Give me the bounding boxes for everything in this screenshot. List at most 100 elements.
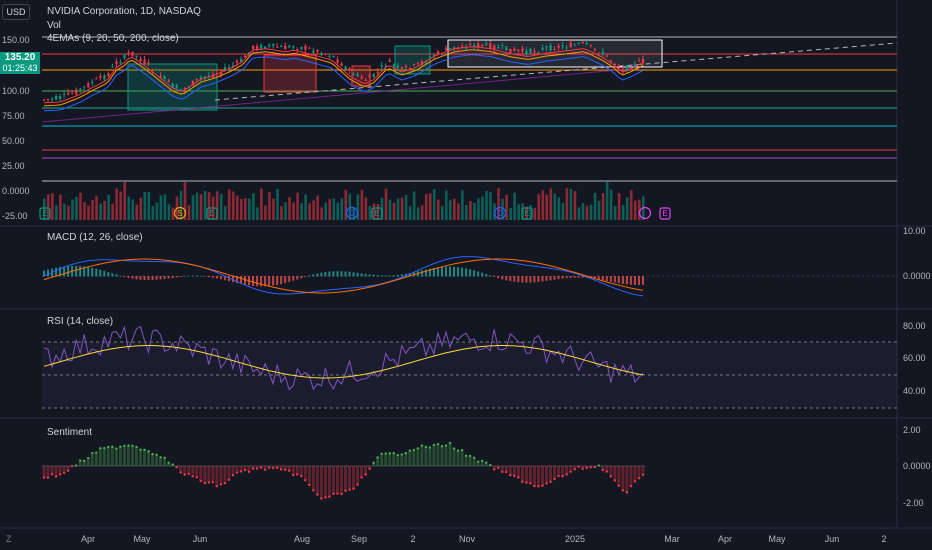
volume-bar <box>573 191 577 220</box>
macd-histogram-bar <box>581 276 584 278</box>
sentiment-point <box>400 453 403 456</box>
volume-bar <box>529 204 533 220</box>
price-candle <box>312 50 315 53</box>
sentiment-point <box>324 496 327 499</box>
volume-bar <box>629 190 633 220</box>
currency-badge[interactable]: USD <box>2 4 30 20</box>
price-candle <box>252 46 255 49</box>
price-candle <box>541 47 544 50</box>
sentiment-point <box>476 460 480 463</box>
macd-histogram-bar <box>268 276 271 287</box>
price-candle <box>223 67 227 70</box>
sentiment-point <box>111 445 114 448</box>
macd-histogram-bar <box>203 276 206 277</box>
sentiment-point <box>549 480 552 484</box>
last-price: 135.20 <box>4 52 36 63</box>
price-candle <box>171 83 174 88</box>
price-candle <box>396 65 399 69</box>
volume-bar <box>637 199 641 220</box>
volume-bar <box>244 198 247 220</box>
time-axis-label: Apr <box>81 534 95 544</box>
price-candle <box>115 61 118 65</box>
macd-histogram-bar <box>641 276 644 285</box>
price-candle <box>83 86 86 88</box>
macd-histogram-bar <box>372 274 375 277</box>
macd-histogram-bar <box>235 276 238 284</box>
macd-histogram-bar <box>461 267 464 277</box>
macd-histogram-bar <box>629 276 632 285</box>
volume-bar <box>485 190 488 220</box>
volume-bar <box>107 194 110 220</box>
macd-histogram-bar <box>103 270 106 277</box>
macd-histogram-bar <box>424 269 427 277</box>
sentiment-point <box>633 480 637 483</box>
price-candle <box>87 83 90 88</box>
price-candle <box>473 44 476 48</box>
price-candle <box>179 88 182 90</box>
time-axis-label: 2 <box>410 534 415 544</box>
price-candle <box>601 51 604 55</box>
macd-histogram-bar <box>477 271 480 277</box>
upcoming-earnings-icon <box>659 207 671 220</box>
sentiment-point <box>103 446 106 450</box>
volume-bar <box>163 194 167 220</box>
sentiment-point <box>336 492 339 495</box>
macd-histogram-bar <box>469 269 472 277</box>
sentiment-point <box>553 477 556 481</box>
bar-countdown: 01:25:43 <box>2 63 38 73</box>
sentiment-point <box>585 466 588 470</box>
ema-20-line <box>43 49 644 107</box>
sentiment-point <box>617 484 621 487</box>
volume-bar <box>223 206 227 220</box>
price-candle <box>127 52 130 54</box>
sentiment-point <box>288 469 291 472</box>
rsi-line <box>43 325 644 391</box>
volume-bar <box>288 197 291 220</box>
sentiment-point <box>251 467 255 470</box>
price-candle <box>280 45 283 48</box>
macd-histogram-bar <box>119 275 122 277</box>
macd-histogram-bar <box>541 276 544 282</box>
volume-bar <box>324 202 327 220</box>
volume-bar <box>465 205 468 220</box>
volume-bar <box>408 206 412 220</box>
sentiment-point <box>436 442 440 446</box>
macd-histogram-bar <box>388 275 391 277</box>
sentiment-point <box>50 473 54 476</box>
trend-line <box>214 42 898 101</box>
sentiment-point <box>54 475 58 478</box>
sentiment-point <box>211 480 215 484</box>
volume-bar <box>320 207 323 220</box>
svg-text:E: E <box>374 209 379 218</box>
price-candle <box>380 65 383 67</box>
price-candle <box>304 46 307 50</box>
volume-bar <box>312 200 315 220</box>
macd-histogram-bar <box>227 276 230 282</box>
time-axis-label: May <box>133 534 151 544</box>
macd-histogram-bar <box>509 276 512 282</box>
price-candle <box>268 44 271 47</box>
price-candle <box>432 55 436 57</box>
sentiment-axis-label: 0.0000 <box>903 461 931 471</box>
macd-histogram-bar <box>67 266 70 277</box>
macd-histogram-bar <box>549 276 552 281</box>
drawing-box <box>394 45 431 75</box>
macd-histogram-bar <box>280 276 283 285</box>
macd-histogram-bar <box>191 275 194 277</box>
macd-histogram-bar <box>525 276 528 283</box>
volume-bar <box>505 194 508 220</box>
sentiment-point <box>372 461 375 464</box>
svg-text:E: E <box>42 209 47 218</box>
price-candle <box>296 48 299 50</box>
macd-label: MACD (12, 26, close) <box>47 232 143 243</box>
macd-histogram-bar <box>436 267 439 277</box>
sentiment-axis-label: -2.00 <box>903 498 924 508</box>
volume-bar <box>384 188 388 220</box>
volume-bar <box>219 193 223 220</box>
price-candle <box>352 74 355 76</box>
volume-bar <box>155 202 159 220</box>
price-candle <box>276 46 279 48</box>
sentiment-point <box>533 484 536 488</box>
